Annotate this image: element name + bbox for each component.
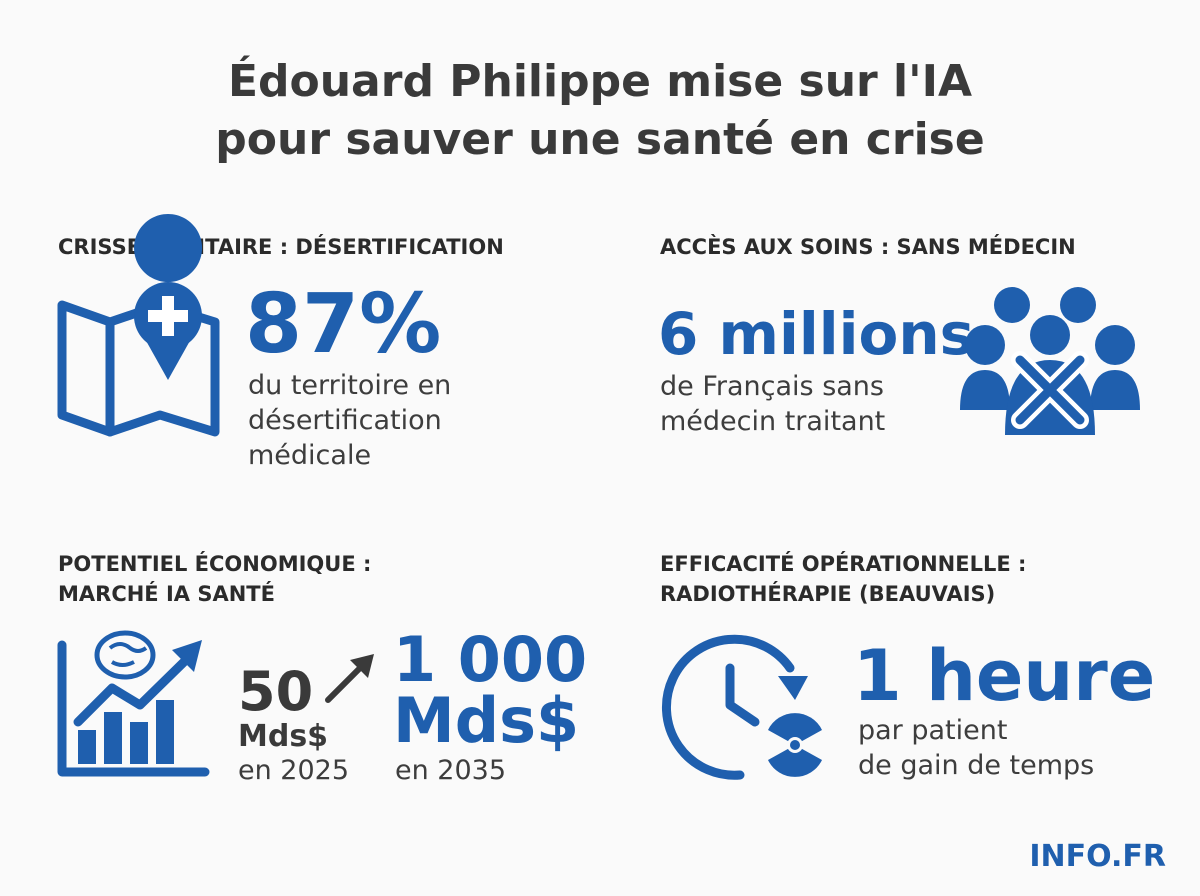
panel-heading: ACCÈS AUX SOINS : SANS MÉDECIN — [660, 234, 1076, 259]
to-value: 1 000 — [393, 623, 587, 696]
description: de gain de temps — [858, 750, 1094, 781]
growth-chart-icon — [57, 630, 210, 777]
panel-heading: RADIOTHÉRAPIE (BEAUVAIS) — [660, 581, 995, 606]
map-icon — [57, 214, 220, 437]
stat: 1 heure — [853, 635, 1155, 717]
description: désertification — [248, 405, 442, 436]
arrow — [325, 654, 374, 703]
from-value: 50 — [238, 660, 313, 723]
stat: 6 millions — [658, 300, 974, 368]
panel-heading: MARCHÉ IA SANTÉ — [58, 581, 275, 606]
stat: 87% — [245, 277, 441, 372]
panel-heading: POTENTIEL ÉCONOMIQUE : — [58, 551, 371, 576]
from-year: en 2025 — [238, 755, 349, 786]
description: médecin traitant — [660, 406, 885, 437]
from-unit: Mds$ — [238, 719, 328, 754]
description: de Français sans — [660, 371, 884, 402]
description: par patient — [858, 715, 1007, 746]
title: pour sauver une santé en crise — [215, 114, 984, 165]
clock-icon — [662, 634, 829, 780]
title: Édouard Philippe mise sur l'IA — [228, 54, 972, 107]
description: du territoire en — [248, 370, 451, 401]
to-unit: Mds$ — [393, 684, 579, 757]
description: médicale — [248, 440, 371, 471]
panel-heading: CRISSE SANITAIRE : DÉSERTIFICATION — [58, 234, 504, 259]
people-icon — [960, 287, 1140, 435]
brand: INFO.FR — [1029, 839, 1166, 874]
to-year: en 2035 — [395, 755, 506, 786]
panel-heading: EFFICACITÉ OPÉRATIONNELLE : — [660, 551, 1026, 576]
